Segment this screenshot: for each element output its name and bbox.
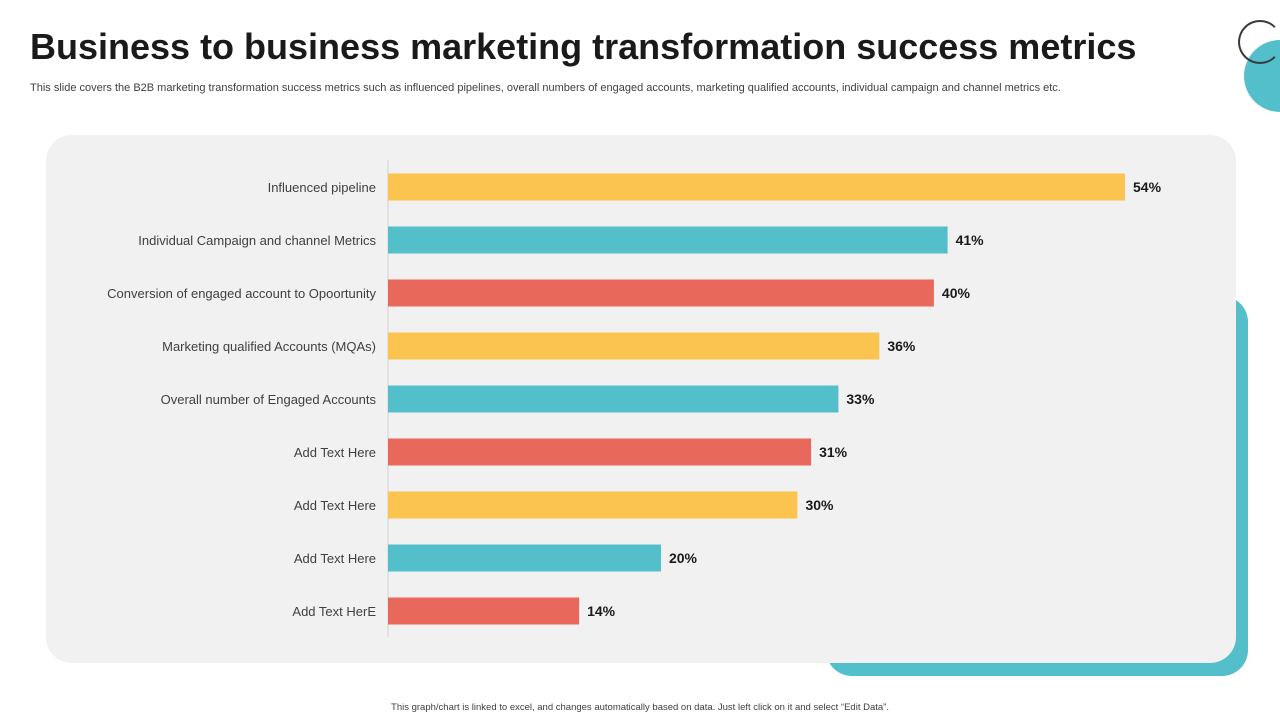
data-label: 30% bbox=[805, 497, 834, 513]
bar bbox=[388, 279, 934, 307]
category-label: Add Text Here bbox=[294, 498, 376, 513]
page-subtitle: This slide covers the B2B marketing tran… bbox=[30, 82, 1061, 94]
category-label: Individual Campaign and channel Metrics bbox=[138, 233, 376, 248]
data-label: 36% bbox=[887, 338, 916, 354]
data-label: 31% bbox=[819, 444, 848, 460]
data-label: 54% bbox=[1133, 179, 1162, 195]
footer-note: This graph/chart is linked to excel, and… bbox=[391, 702, 889, 713]
data-label: 40% bbox=[942, 285, 971, 301]
category-label: Overall number of Engaged Accounts bbox=[161, 392, 377, 407]
bar bbox=[388, 597, 580, 625]
page-title: Business to business marketing transform… bbox=[30, 26, 1137, 67]
bar bbox=[388, 332, 880, 360]
category-label: Marketing qualified Accounts (MQAs) bbox=[162, 339, 376, 354]
category-label: Add Text Here bbox=[294, 445, 376, 460]
category-label: Add Text Here bbox=[294, 551, 376, 566]
bar bbox=[388, 385, 839, 413]
decorative-ring-icon bbox=[1238, 20, 1280, 64]
bar bbox=[388, 491, 798, 519]
bar bbox=[388, 438, 812, 466]
data-label: 33% bbox=[846, 391, 875, 407]
category-label: Conversion of engaged account to Opoortu… bbox=[107, 286, 376, 301]
data-label: 20% bbox=[669, 550, 698, 566]
bar bbox=[388, 173, 1125, 201]
bar bbox=[388, 544, 661, 572]
category-label: Influenced pipeline bbox=[268, 180, 376, 195]
data-label: 14% bbox=[587, 603, 616, 619]
data-label: 41% bbox=[956, 232, 985, 248]
category-label: Add Text HerE bbox=[292, 604, 376, 619]
bar bbox=[388, 226, 948, 254]
